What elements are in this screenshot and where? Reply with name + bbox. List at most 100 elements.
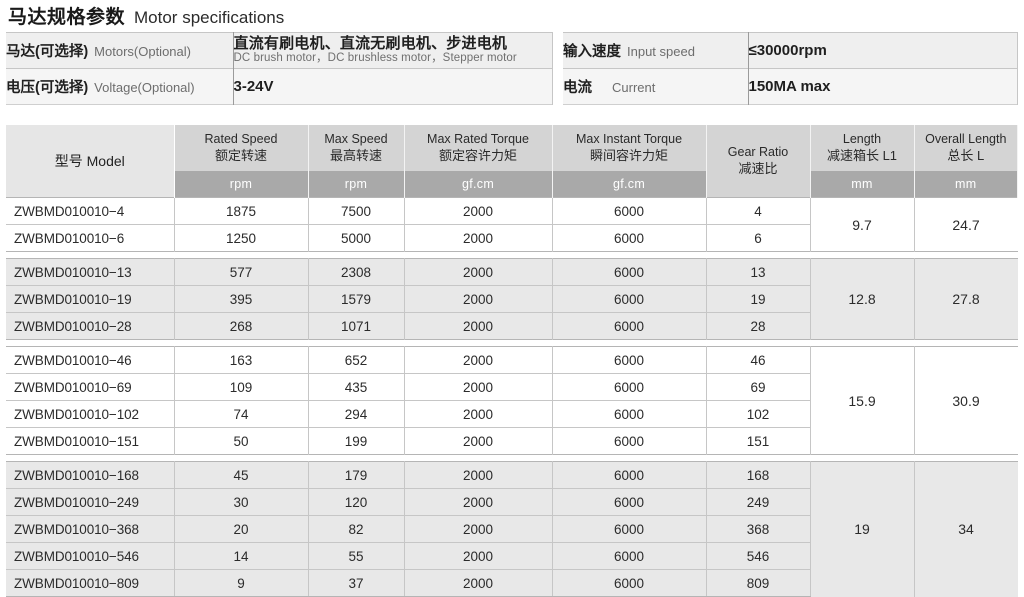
cell-model: ZWBMD010010−151 <box>6 427 175 455</box>
cell-model: ZWBMD010010−249 <box>6 488 175 516</box>
unit-header-max-speed: rpm <box>308 171 405 198</box>
cell-max-rated-torque: 2000 <box>404 258 553 286</box>
page-title-cn: 马达规格参数 <box>8 7 126 28</box>
cell-rated-speed: 30 <box>174 488 309 516</box>
spec-label-current-en: Current <box>612 80 656 95</box>
column-header-overall-length-en: Overall Length <box>925 132 1007 147</box>
spec-row-input-speed: 输入速度 Input speed ≤30000rpm <box>563 32 1018 69</box>
table-row: ZWBMD010010−13 577 2308 2000 6000 13 12.8 27.8 <box>6 258 1018 340</box>
cell-max-speed: 294 <box>308 400 405 428</box>
column-header-length-l1-en: Length <box>842 132 882 147</box>
cell-max-instant-torque: 6000 <box>552 373 707 401</box>
unit-header-max-rated-torque: gf.cm <box>404 171 553 198</box>
spec-label-current-cn: 电流 <box>563 80 592 96</box>
cell-rated-speed: 14 <box>174 542 309 570</box>
cell-model: ZWBMD010010−368 <box>6 515 175 543</box>
cell-max-instant-torque: 6000 <box>552 569 707 597</box>
cell-max-speed: 37 <box>308 569 405 597</box>
column-header-max-instant-torque-cn: 瞬间容许力矩 <box>589 147 668 163</box>
cell-max-speed: 2308 <box>308 258 405 286</box>
cell-overall-length: 30.9 <box>914 346 1018 455</box>
cell-gear-ratio: 249 <box>706 488 811 516</box>
cell-max-instant-torque: 6000 <box>552 461 707 489</box>
spec-value-motors: 直流有刷电机、直流无刷电机、步进电机 DC brush motor，DC bru… <box>233 32 553 69</box>
cell-max-speed: 199 <box>308 427 405 455</box>
column-header-rated-speed: Rated Speed 额定转速 <box>174 125 309 171</box>
cell-model: ZWBMD010010−69 <box>6 373 175 401</box>
cell-gear-ratio: 546 <box>706 542 811 570</box>
column-header-max-rated-torque-en: Max Rated Torque <box>427 132 529 147</box>
cell-max-instant-torque: 6000 <box>552 197 707 225</box>
cell-overall-length: 27.8 <box>914 258 1018 340</box>
table-row: ZWBMD010010−102 74 294 2000 6000 102 <box>6 400 1018 428</box>
cell-max-speed: 7500 <box>308 197 405 225</box>
cell-max-speed: 435 <box>308 373 405 401</box>
cell-model: ZWBMD010010−46 <box>6 346 175 374</box>
cell-rated-speed: 9 <box>174 569 309 597</box>
cell-rated-speed: 163 <box>174 346 309 374</box>
cell-gear-ratio: 46 <box>706 346 811 374</box>
spec-label-voltage-en: Voltage(Optional) <box>94 80 195 95</box>
cell-max-instant-torque: 6000 <box>552 488 707 516</box>
cell-max-instant-torque: 6000 <box>552 346 707 374</box>
column-header-max-instant-torque: Max Instant Torque 瞬间容许力矩 <box>552 125 707 171</box>
cell-rated-speed: 109 <box>174 373 309 401</box>
page-title: 马达规格参数 Motor specifications <box>8 2 284 29</box>
cell-max-instant-torque: 6000 <box>552 312 707 340</box>
cell-max-rated-torque: 2000 <box>404 515 553 543</box>
cell-rated-speed: 20 <box>174 515 309 543</box>
cell-model: ZWBMD010010−19 <box>6 285 175 313</box>
cell-max-rated-torque: 2000 <box>404 488 553 516</box>
cell-max-speed: 1579 <box>308 285 405 313</box>
cell-length-l1: 9.7 <box>810 197 915 252</box>
cell-model: ZWBMD010010−4 <box>6 197 175 225</box>
cell-max-instant-torque: 6000 <box>552 285 707 313</box>
cell-rated-speed: 50 <box>174 427 309 455</box>
cell-rated-speed: 1875 <box>174 197 309 225</box>
cell-max-rated-torque: 2000 <box>404 427 553 455</box>
column-header-model: 型号 Model <box>6 125 175 198</box>
cell-gear-ratio: 168 <box>706 461 811 489</box>
column-header-rated-speed-en: Rated Speed <box>204 132 278 147</box>
cell-max-rated-torque: 2000 <box>404 569 553 597</box>
cell-length-l1: 15.9 <box>810 346 915 455</box>
spec-value-voltage-text: 3-24V <box>233 78 274 95</box>
column-header-gear-ratio-en: Gear Ratio <box>727 145 789 160</box>
column-header-length-l1: Length 减速箱长 L1 <box>810 125 915 171</box>
motor-model-table: 型号 Model Rated Speed 额定转速 Max Speed 最高转速… <box>6 125 1018 597</box>
cell-gear-ratio: 6 <box>706 224 811 252</box>
column-header-overall-length-cn: 总长 L <box>947 147 985 163</box>
cell-max-instant-torque: 6000 <box>552 258 707 286</box>
cell-gear-ratio: 13 <box>706 258 811 286</box>
cell-gear-ratio: 809 <box>706 569 811 597</box>
column-header-overall-length: Overall Length 总长 L <box>914 125 1018 171</box>
table-body: ZWBMD010010−4 1875 7500 2000 6000 4 9.7 24.7 ZWB… <box>6 197 1018 597</box>
cell-gear-ratio: 19 <box>706 285 811 313</box>
table-row: ZWBMD010010−151 50 199 2000 6000 151 <box>6 427 1018 455</box>
unit-header-length-l1: mm <box>810 171 915 198</box>
cell-max-instant-torque: 6000 <box>552 515 707 543</box>
table-row: ZWBMD010010−19 395 1579 2000 6000 19 <box>6 285 1018 313</box>
spec-row-voltage: 电压(可选择) Voltage(Optional) 3-24V <box>6 68 553 105</box>
spec-value-input-speed-text: ≤30000rpm <box>748 42 827 59</box>
cell-gear-ratio: 151 <box>706 427 811 455</box>
cell-max-rated-torque: 2000 <box>404 312 553 340</box>
spec-label-motors-cn: 马达(可选择) <box>6 44 89 60</box>
spec-label-motors: 马达(可选择) Motors(Optional) <box>6 32 234 69</box>
spec-label-voltage-cn: 电压(可选择) <box>6 80 89 96</box>
table-head-row-units: rpm rpm gf.cm gf.cm mm mm <box>6 171 1018 198</box>
unit-header-overall-length: mm <box>914 171 1018 198</box>
cell-gear-ratio: 4 <box>706 197 811 225</box>
cell-rated-speed: 268 <box>174 312 309 340</box>
cell-max-instant-torque: 6000 <box>552 427 707 455</box>
cell-max-speed: 1071 <box>308 312 405 340</box>
unit-header-max-instant-torque: gf.cm <box>552 171 707 198</box>
spec-table-right: 输入速度 Input speed ≤30000rpm 电流 Current 150M… <box>563 32 1018 105</box>
column-header-max-speed: Max Speed 最高转速 <box>308 125 405 171</box>
table-row: ZWBMD010010−809 9 37 2000 6000 809 <box>6 569 1018 597</box>
cell-model: ZWBMD010010−809 <box>6 569 175 597</box>
column-header-rated-speed-cn: 额定转速 <box>214 147 267 163</box>
cell-max-speed: 5000 <box>308 224 405 252</box>
cell-length-l1: 12.8 <box>810 258 915 340</box>
